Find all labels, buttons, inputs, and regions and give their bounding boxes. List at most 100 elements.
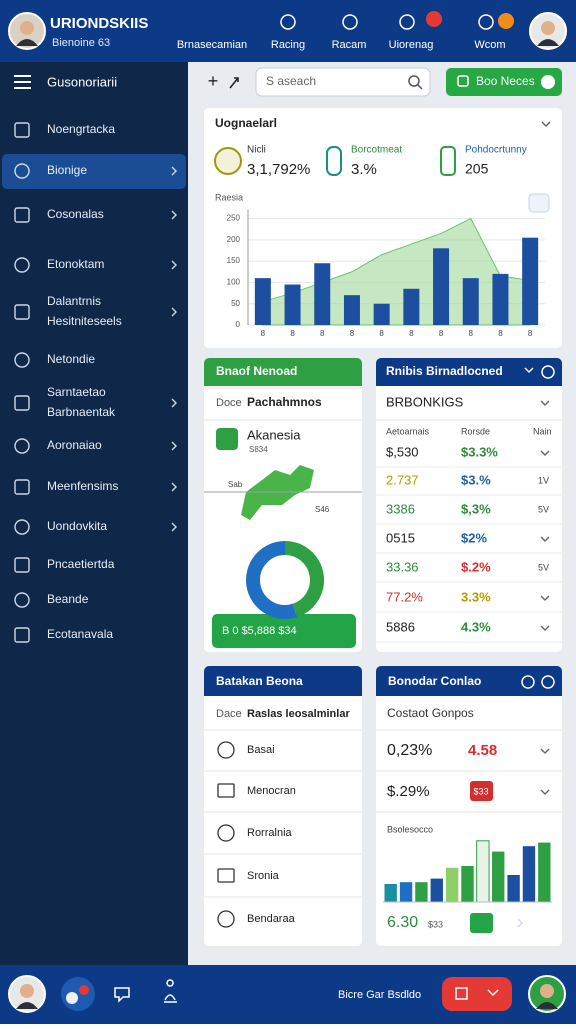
nav-icon[interactable]: [399, 14, 415, 30]
nav-icon: [14, 627, 30, 643]
user-icon[interactable]: [164, 979, 177, 1003]
nav-icon: [14, 438, 30, 454]
app-icon: [66, 992, 78, 1004]
action-pill[interactable]: [442, 977, 512, 1011]
place-name: Akanesia: [247, 427, 301, 442]
rankings-card: [376, 358, 562, 652]
card-title: Batakan Beona: [216, 674, 303, 688]
x-tick-label: 8: [350, 329, 355, 338]
header-icon: [521, 675, 535, 689]
bar: [415, 882, 428, 902]
table-cell: 5V: [538, 504, 549, 514]
region-button[interactable]: [212, 614, 356, 648]
bar: [492, 851, 505, 902]
avatar-body: [16, 39, 38, 46]
chevron: [540, 450, 550, 456]
button-icon: [541, 75, 555, 89]
stat-value: $.29%: [387, 783, 430, 800]
bar: [399, 882, 413, 902]
list-icon: [217, 783, 235, 798]
nav-icon[interactable]: [342, 14, 358, 30]
chevron: [540, 595, 550, 601]
bar: [314, 263, 331, 325]
table-cell: $3.3%: [461, 444, 498, 459]
table-cell: $.2%: [461, 559, 491, 574]
chart-button[interactable]: [528, 193, 550, 213]
avatar-body: [16, 1002, 38, 1009]
app-icon[interactable]: [61, 977, 95, 1011]
menu-icon[interactable]: [14, 75, 31, 89]
chevron: [171, 398, 177, 408]
card-title: Rnibis Birnadlocned: [386, 364, 503, 378]
chat-icon[interactable]: [114, 987, 130, 1003]
card-title: Bnaof Nenoad: [216, 364, 297, 378]
bar: [507, 875, 520, 902]
nav-label: Racam: [332, 39, 367, 51]
nav-item: Pncaetiertda: [47, 557, 115, 571]
stat-value: 4.58: [468, 742, 497, 759]
expand-icon[interactable]: [229, 77, 239, 89]
button-label: Boo Neces: [476, 74, 535, 88]
nav-icon: [14, 519, 30, 535]
stat-sub: $33: [428, 919, 443, 929]
bar: [522, 237, 539, 325]
primary-button[interactable]: [446, 68, 562, 96]
nav-icon[interactable]: [478, 14, 494, 30]
card-header: [376, 666, 562, 696]
bar: [538, 842, 551, 902]
chevron: [540, 748, 550, 754]
nav-icon: [14, 352, 30, 368]
chart-title: Raesia: [215, 192, 243, 202]
map-label: S46: [315, 505, 330, 514]
notification-badge: [426, 11, 442, 27]
nav-item: Ecotanavala: [47, 627, 113, 641]
app-icon: [79, 985, 89, 995]
nav-item: Beande: [47, 592, 89, 606]
nav-item: Uondovkita: [47, 519, 107, 533]
chevron: [171, 307, 177, 317]
nav-label: Racing: [271, 39, 305, 51]
card-header: [204, 358, 362, 386]
bar: [522, 846, 536, 902]
table-cell: 5886: [386, 619, 415, 634]
search-box[interactable]: [255, 67, 431, 97]
column-header: Aetoarnais: [386, 426, 430, 436]
table-cell: $2%: [461, 530, 487, 545]
y-tick-label: 0: [236, 320, 241, 329]
column-header: Nain: [533, 426, 552, 436]
nav-icon: [14, 122, 30, 138]
nav-item: Cosonalas: [47, 207, 104, 221]
y-tick-label: 200: [227, 235, 241, 244]
kpi-icon: [440, 146, 456, 176]
badge: [470, 913, 493, 933]
nav-icon: [14, 395, 30, 411]
chart-title: Bsolesocco: [387, 824, 433, 834]
avatar-body: [536, 1002, 558, 1009]
donut-segment: [246, 541, 298, 619]
x-tick-label: 8: [498, 329, 503, 338]
nav-label: Brnasecamian: [177, 39, 247, 51]
search-icon: [408, 75, 420, 87]
nav-item: Etonoktam: [47, 257, 104, 271]
add-icon[interactable]: +: [208, 71, 219, 91]
bar: [461, 866, 474, 902]
donut-segment: [284, 541, 324, 618]
x-tick-label: 8: [469, 329, 474, 338]
pill-icon: [487, 989, 499, 997]
avatar-face: [541, 21, 555, 35]
lists-card: [204, 666, 362, 946]
table-cell: 3.3%: [461, 589, 491, 604]
x-tick-label: 8: [528, 329, 533, 338]
pill-icon: [455, 987, 468, 1000]
table-cell: $,530: [386, 444, 419, 459]
kpi-label: Nicli: [247, 145, 266, 156]
chevron: [171, 260, 177, 270]
nav-icon[interactable]: [280, 14, 296, 30]
kpi-value: 3,1,792%: [247, 161, 310, 178]
card-header: [204, 666, 362, 696]
list-icon: [217, 824, 235, 842]
header-icon: [541, 365, 555, 379]
list-item: Rorralnia: [247, 827, 293, 839]
nav-item: Aoronaiao: [47, 438, 102, 452]
card-title: Uognaelarl: [215, 116, 277, 130]
